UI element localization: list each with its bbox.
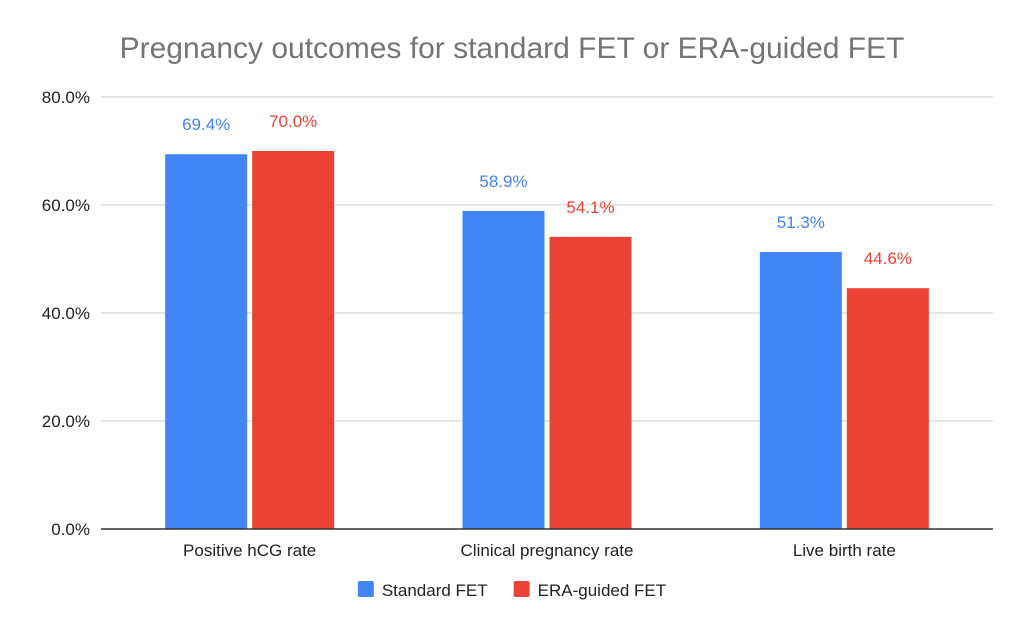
chart-title: Pregnancy outcomes for standard FET or E… bbox=[120, 32, 905, 65]
legend-swatch bbox=[357, 581, 374, 597]
label-layer: 69.4% 70.0% 58.9% 54.1% 51.3% 44.6% bbox=[182, 112, 912, 268]
x-tick-label: Clinical pregnancy rate bbox=[461, 541, 634, 560]
x-tick-label: Positive hCG rate bbox=[183, 541, 316, 560]
bar bbox=[165, 154, 248, 530]
bar bbox=[759, 251, 842, 530]
data-label: 58.9% bbox=[479, 172, 527, 191]
data-label: 70.0% bbox=[269, 112, 317, 131]
legend: Standard FET ERA-guided FET bbox=[357, 581, 667, 600]
bar bbox=[252, 151, 335, 529]
legend-label: ERA-guided FET bbox=[538, 581, 667, 600]
y-tick-label: 80.0% bbox=[42, 88, 90, 107]
bar-layer bbox=[165, 151, 929, 530]
y-tick-label: 60.0% bbox=[42, 196, 90, 215]
bar bbox=[846, 288, 929, 529]
legend-item: Standard FET bbox=[357, 581, 488, 600]
axis-layer: 0.0% 20.0% 40.0% 60.0% 80.0% Positive hCG rat… bbox=[42, 88, 993, 560]
data-label: 44.6% bbox=[864, 249, 912, 268]
y-tick-label: 40.0% bbox=[42, 304, 90, 323]
legend-item: ERA-guided FET bbox=[513, 581, 667, 600]
data-label: 54.1% bbox=[566, 198, 614, 217]
bar bbox=[462, 210, 545, 529]
y-tick-label: 20.0% bbox=[42, 412, 90, 431]
grid-layer bbox=[101, 96, 993, 422]
bar bbox=[549, 236, 632, 530]
legend-label: Standard FET bbox=[382, 581, 488, 600]
legend-swatch bbox=[513, 581, 530, 597]
x-tick-label: Live birth rate bbox=[793, 541, 896, 560]
data-label: 51.3% bbox=[777, 213, 825, 232]
y-tick-label: 0.0% bbox=[51, 520, 90, 539]
data-label: 69.4% bbox=[182, 115, 230, 134]
